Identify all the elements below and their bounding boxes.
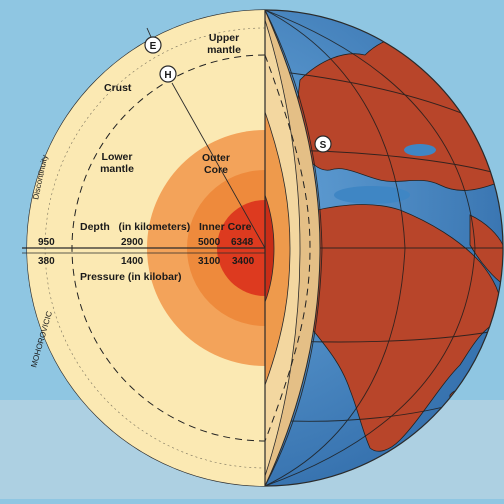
africa-landmass — [291, 204, 502, 452]
depth-value-1: 950 — [38, 237, 55, 248]
e-marker: E — [150, 41, 157, 52]
h-marker-circle — [159, 65, 177, 83]
depth-value-3: 5000 — [198, 237, 221, 248]
depth-value-4: 6348 — [231, 237, 254, 248]
graticule — [264, 10, 503, 486]
crust-label: Crust — [104, 82, 132, 94]
pressure-value-3: 3100 — [198, 256, 221, 267]
pressure-value-1: 380 — [38, 256, 55, 267]
h-pointer-line — [171, 82, 266, 249]
e-marker-circle — [144, 36, 162, 54]
upper-mantle-label-line1: Upper — [209, 32, 239, 44]
outer-core-label-line1: Outer — [202, 152, 230, 164]
pressure-value-2: 1400 — [121, 256, 144, 267]
lower-mantle-label-line1: Lower — [102, 151, 133, 163]
pressure-value-4: 3400 — [232, 256, 255, 267]
lower-mantle-label-line2: mantle — [100, 163, 134, 175]
outer-core-label-line2: Core — [204, 164, 228, 176]
h-marker: H — [164, 70, 171, 81]
black-sea — [404, 144, 436, 156]
upper-mantle-label-line2: mantle — [207, 44, 241, 56]
s-marker: S — [320, 140, 327, 151]
pressure-heading: Pressure (in kilobar) — [80, 271, 182, 283]
depth-value-2: 2900 — [121, 237, 144, 248]
mediterranean-sea — [334, 186, 410, 204]
s-marker-circle — [314, 135, 332, 153]
inner-core-label: Inner Core — [199, 221, 252, 233]
cut-shell-inner-core — [264, 194, 275, 303]
depth-heading: Depth (in kilometers) — [80, 221, 190, 233]
cut-shell-outer-core — [264, 111, 291, 386]
arabia-landmass — [469, 214, 503, 286]
